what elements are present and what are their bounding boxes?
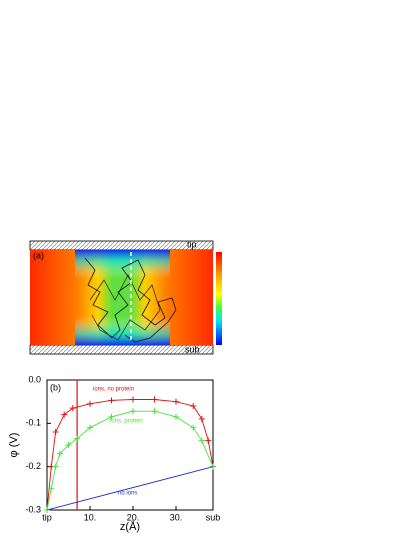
marker — [69, 405, 76, 412]
y-tick-label: -0.1 — [25, 418, 41, 428]
marker — [87, 400, 94, 407]
marker — [52, 429, 59, 435]
y-tick-label: -0.2 — [25, 461, 41, 471]
series-line — [46, 399, 214, 511]
marker — [56, 450, 63, 457]
series-line — [46, 410, 214, 511]
marker — [65, 442, 72, 448]
colorbar — [216, 252, 222, 345]
marker — [108, 397, 115, 404]
y-tick-label: 0.0 — [28, 374, 41, 384]
panel-label: (b) — [50, 382, 61, 392]
protein — [89, 274, 161, 341]
marker — [151, 396, 158, 403]
series-label: ions, no protein — [93, 387, 134, 393]
marker — [87, 424, 94, 431]
marker — [130, 408, 137, 415]
panel-b: (b) z(Å) φ (V) — [8, 379, 214, 533]
marker — [190, 424, 197, 431]
marker — [190, 403, 197, 409]
protein — [84, 257, 177, 343]
marker — [52, 463, 59, 470]
series-line — [46, 466, 214, 511]
x-tick-label: tip — [42, 512, 52, 522]
marker — [61, 411, 68, 418]
x-tick-label: 30. — [170, 512, 183, 522]
x-tick-label: sub — [206, 512, 221, 522]
series-label: no ions — [118, 491, 137, 497]
marker — [108, 413, 115, 420]
tip-label: tip — [187, 239, 197, 249]
marker — [130, 396, 137, 403]
marker — [48, 485, 55, 492]
marker — [151, 408, 158, 415]
series-label: ions, protein — [110, 419, 143, 425]
marker — [198, 437, 205, 444]
marker — [173, 398, 180, 405]
tip-plate — [29, 240, 214, 251]
panel-a: (a) tip sub — [29, 239, 222, 355]
marker — [173, 413, 180, 420]
panel-label: (a) — [33, 250, 44, 260]
marker — [198, 416, 205, 422]
y-axis-label: φ (V) — [8, 433, 20, 458]
marker — [205, 437, 212, 444]
y-tick-label: -0.3 — [25, 504, 41, 514]
marker — [74, 435, 81, 442]
x-tick-label: 20. — [127, 512, 140, 522]
plot-frame — [46, 379, 214, 511]
sub-label: sub — [185, 344, 200, 354]
x-tick-label: 10. — [84, 512, 97, 522]
x-axis-label: z(Å) — [120, 520, 140, 533]
